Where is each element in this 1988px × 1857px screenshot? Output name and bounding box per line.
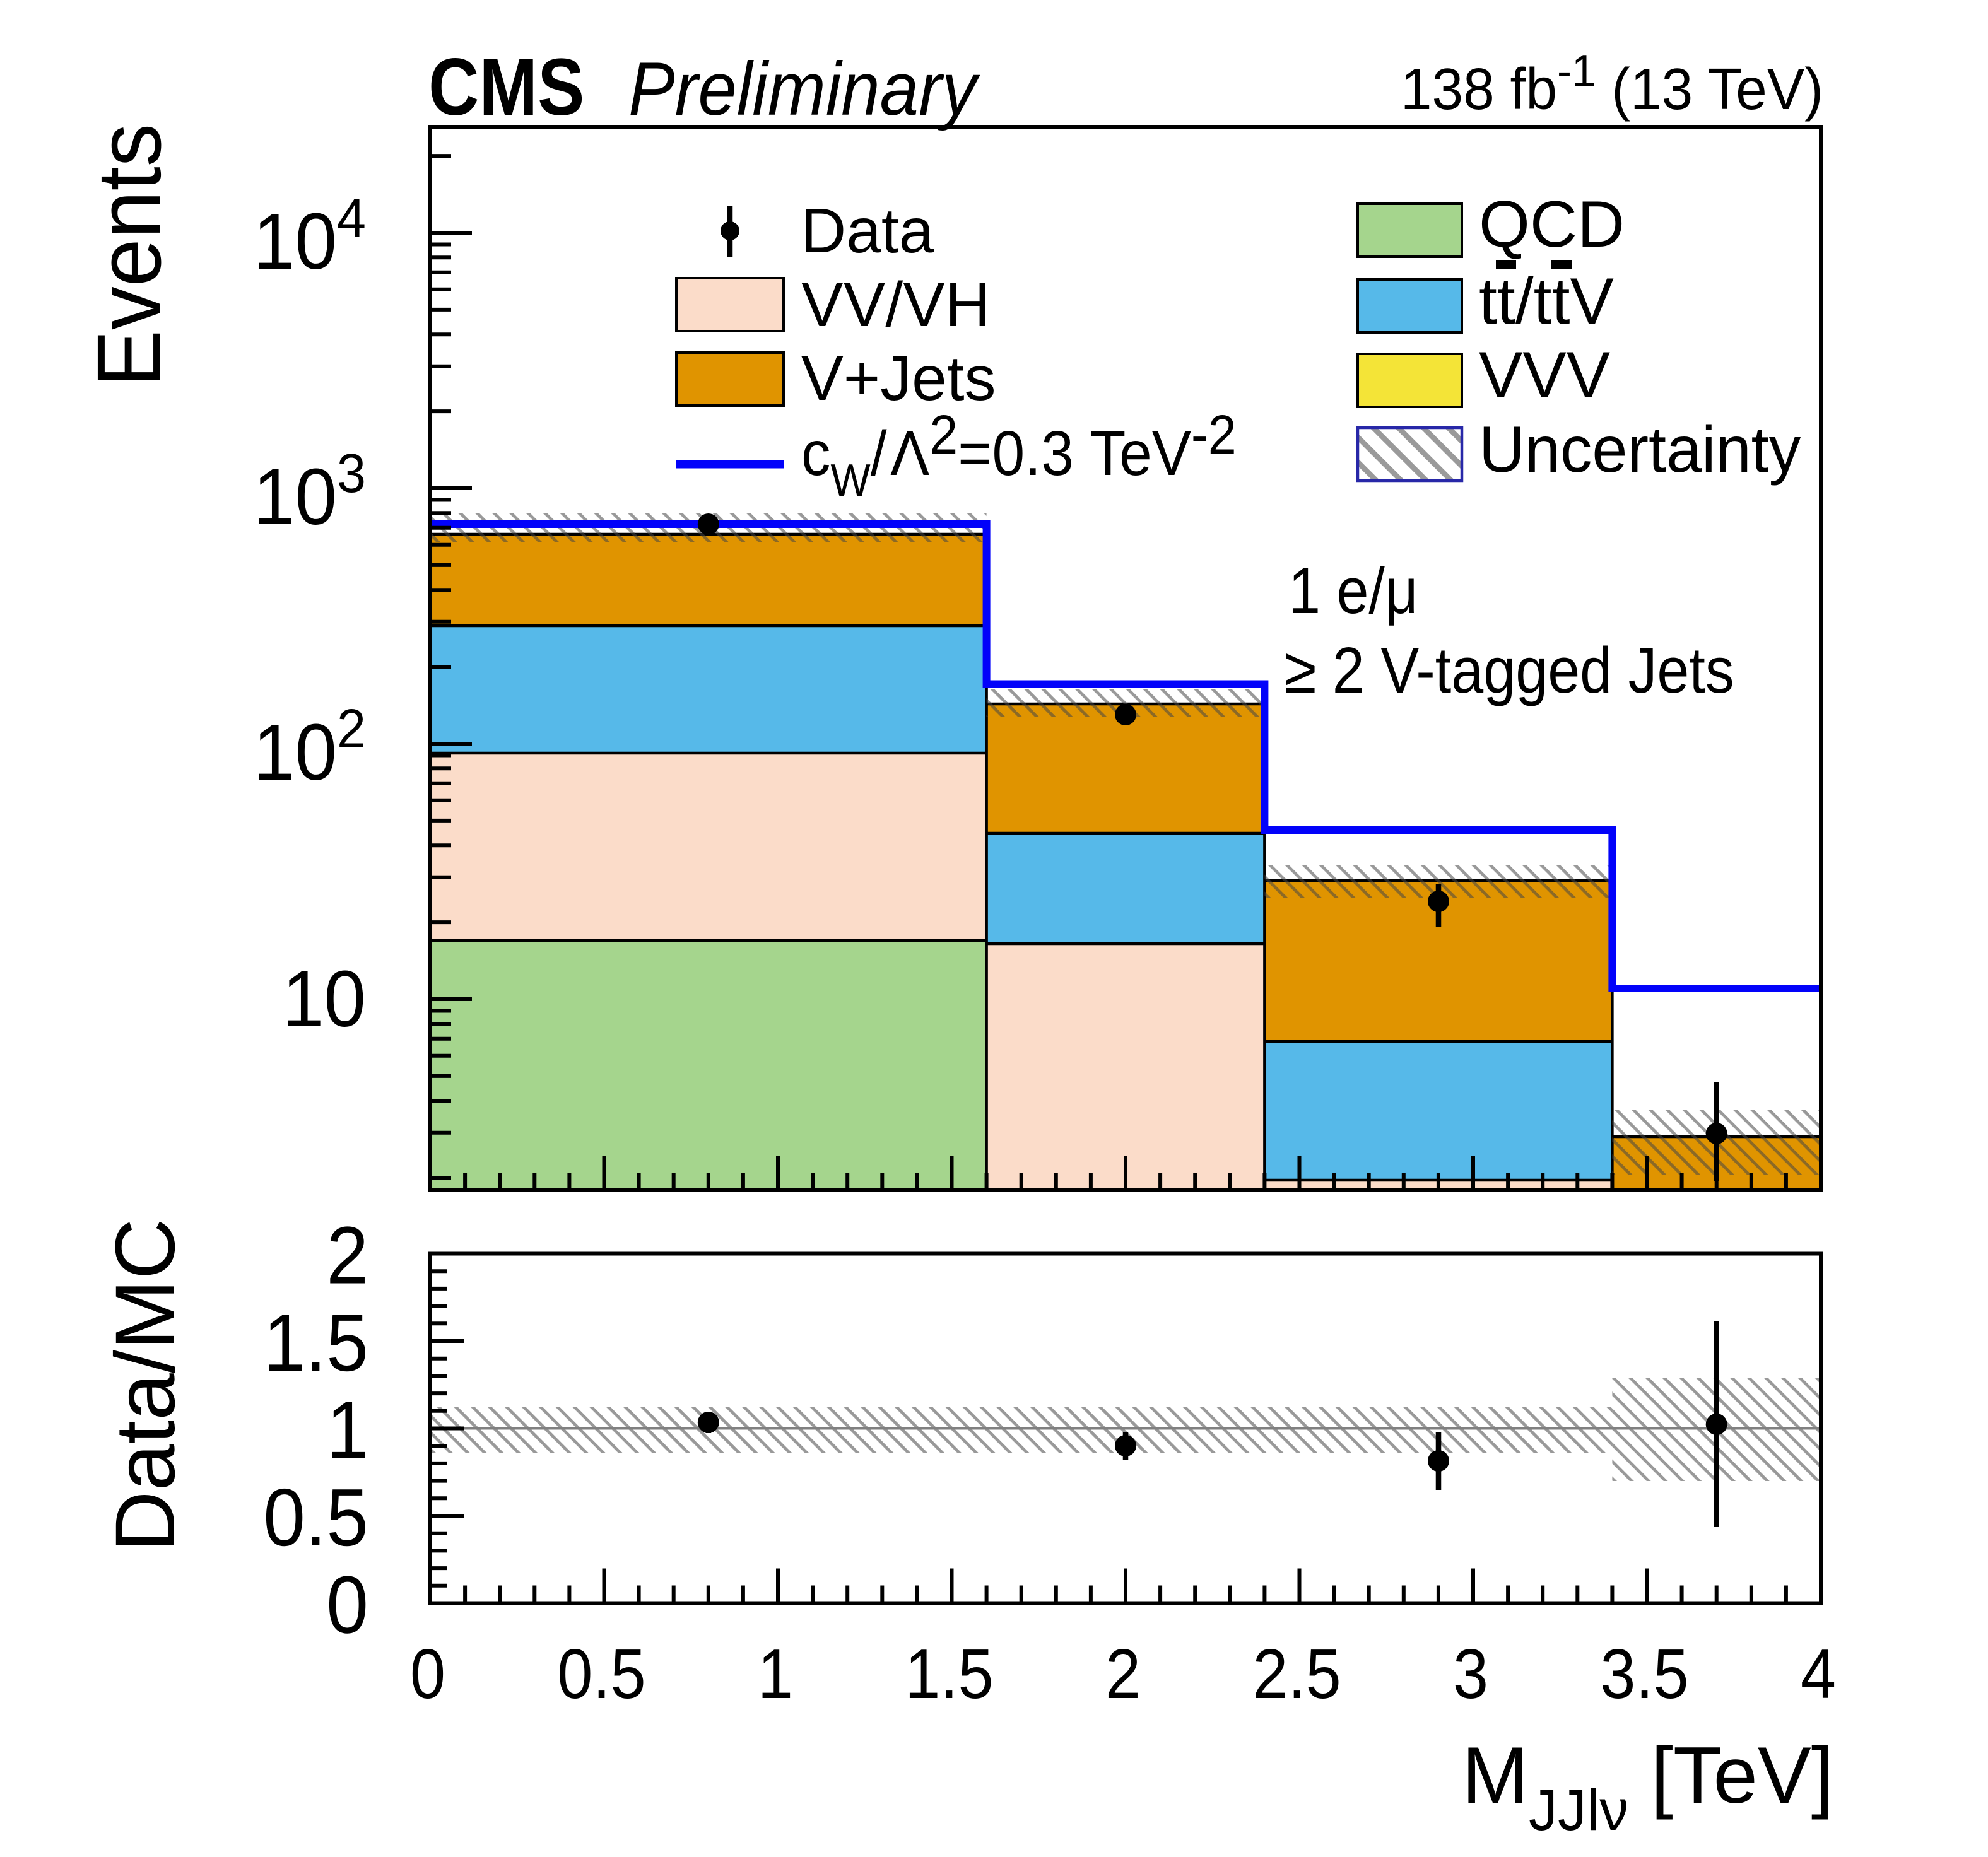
svg-text:Data: Data [801,196,934,266]
svg-text:0.5: 0.5 [557,1636,645,1713]
svg-text:CMS: CMS [428,42,584,132]
svg-text:≥ 2 V-tagged Jets: ≥ 2 V-tagged Jets [1285,634,1734,706]
svg-text:cW/Λ2=0.3 TeV-2: cW/Λ2=0.3 TeV-2 [801,404,1237,505]
svg-text:3.5: 3.5 [1600,1636,1688,1713]
svg-text:VVV: VVV [1479,339,1610,412]
svg-text:10: 10 [282,955,366,1043]
svg-text:V+Jets: V+Jets [801,343,996,414]
svg-text:2: 2 [1105,1636,1141,1713]
svg-text:0: 0 [326,1560,368,1651]
svg-text:2: 2 [326,1210,368,1301]
svg-text:Uncertainty: Uncertainty [1479,413,1801,486]
svg-text:tt/ttV: tt/ttV [1479,265,1614,338]
svg-text:1.5: 1.5 [905,1636,993,1713]
svg-text:1.5: 1.5 [263,1298,368,1388]
svg-text:1: 1 [326,1385,368,1476]
svg-text:4: 4 [1801,1636,1836,1713]
svg-text:3: 3 [1453,1636,1488,1713]
svg-text:Preliminary: Preliminary [628,47,980,131]
svg-text:1: 1 [758,1636,793,1713]
svg-text:104: 104 [253,187,366,286]
svg-text:Events: Events [78,124,180,387]
svg-text:VV/VH: VV/VH [801,269,991,340]
svg-text:0.5: 0.5 [263,1472,368,1563]
svg-text:138 fb-1 (13 TeV): 138 fb-1 (13 TeV) [1401,45,1823,122]
svg-text:0: 0 [410,1636,445,1713]
svg-text:1 e/μ: 1 e/μ [1288,554,1418,627]
svg-text:2.5: 2.5 [1252,1636,1341,1713]
svg-text:QCD: QCD [1479,188,1625,261]
svg-text:Data/MC: Data/MC [98,1219,192,1552]
